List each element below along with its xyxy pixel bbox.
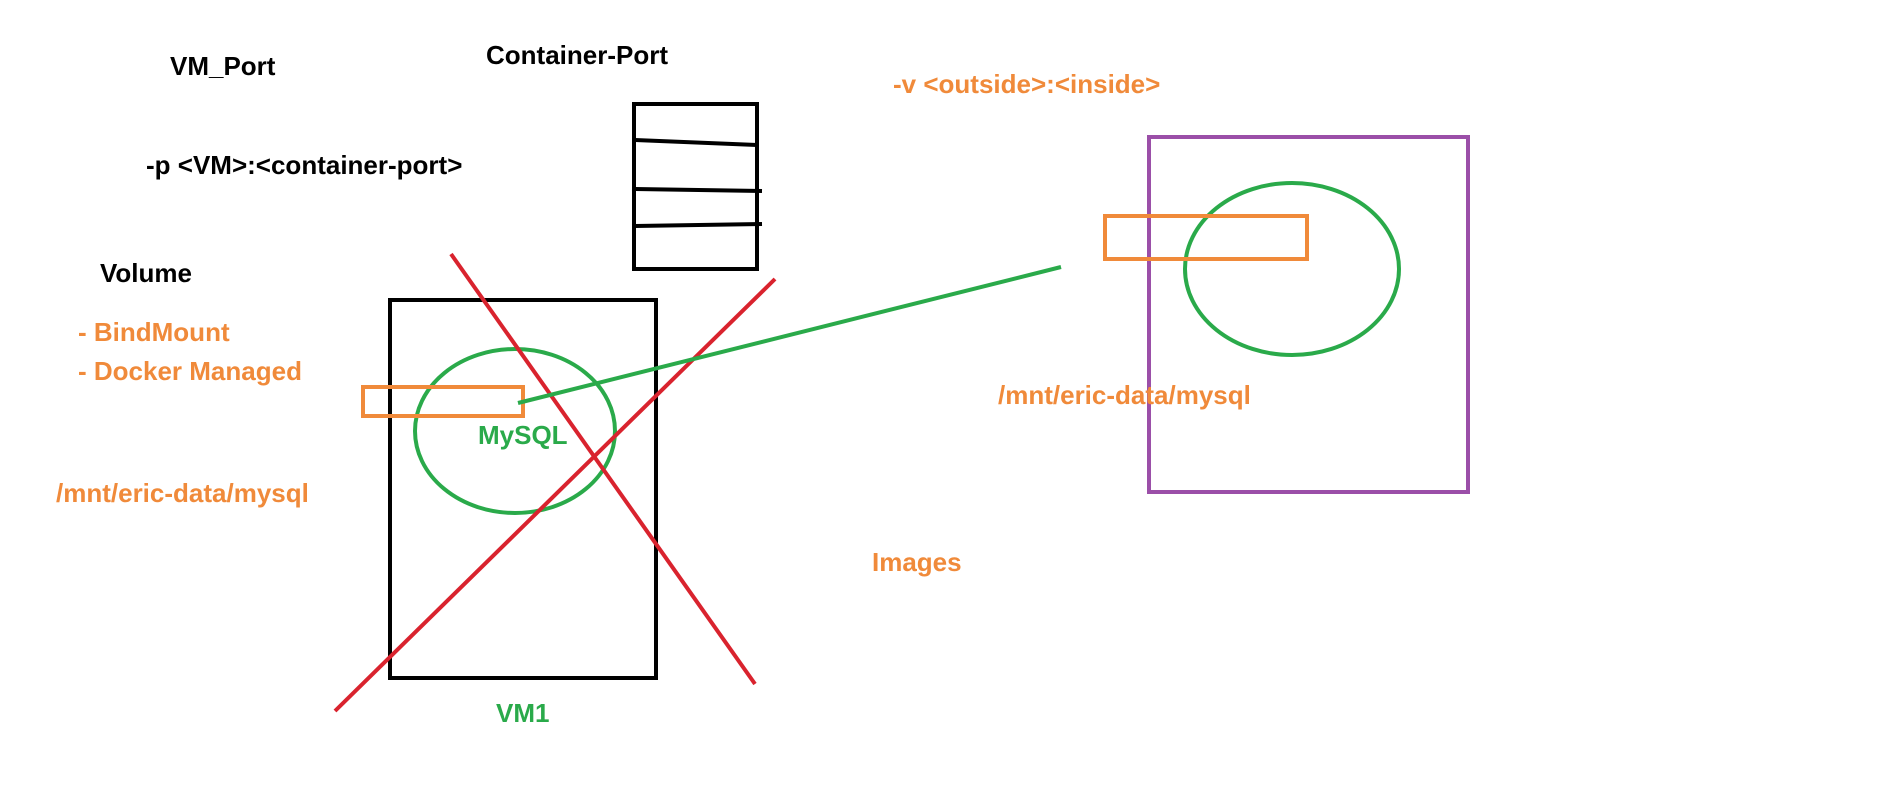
vm1-box: [388, 298, 658, 680]
volume-link-line: [517, 265, 1062, 405]
vm1-label: VM1: [496, 698, 550, 728]
vm-port-label: VM_Port: [170, 51, 276, 81]
port-stack: [631, 102, 763, 271]
right-path-label: /mnt/eric-data/mysql: [998, 380, 1251, 410]
port-flag-label: -p <VM>:<container-port>: [146, 150, 463, 180]
docker-managed-item: - Docker Managed: [78, 356, 302, 386]
mysql-container-circle: [413, 347, 617, 515]
right-container-circle: [1183, 181, 1401, 357]
volume-flag-label: -v <outside>:<inside>: [893, 69, 1161, 99]
mysql-label: MySQL: [478, 420, 568, 450]
volume-heading: Volume: [100, 258, 192, 288]
port-stack-divider-3: [633, 222, 763, 228]
images-label: Images: [872, 547, 962, 577]
red-cross-line-2: [333, 277, 777, 713]
port-stack-box: [632, 102, 759, 271]
container-port-label: Container-Port: [486, 40, 668, 70]
port-stack-divider-2: [631, 187, 763, 193]
right-volume-rect: [1103, 214, 1309, 261]
left-volume-rect: [361, 385, 525, 418]
left-path-label: /mnt/eric-data/mysql: [56, 478, 309, 508]
bindmount-item: - BindMount: [78, 317, 230, 347]
port-stack-divider-1: [633, 138, 758, 147]
host-box: [1147, 135, 1470, 494]
red-cross-line-1: [449, 252, 757, 686]
